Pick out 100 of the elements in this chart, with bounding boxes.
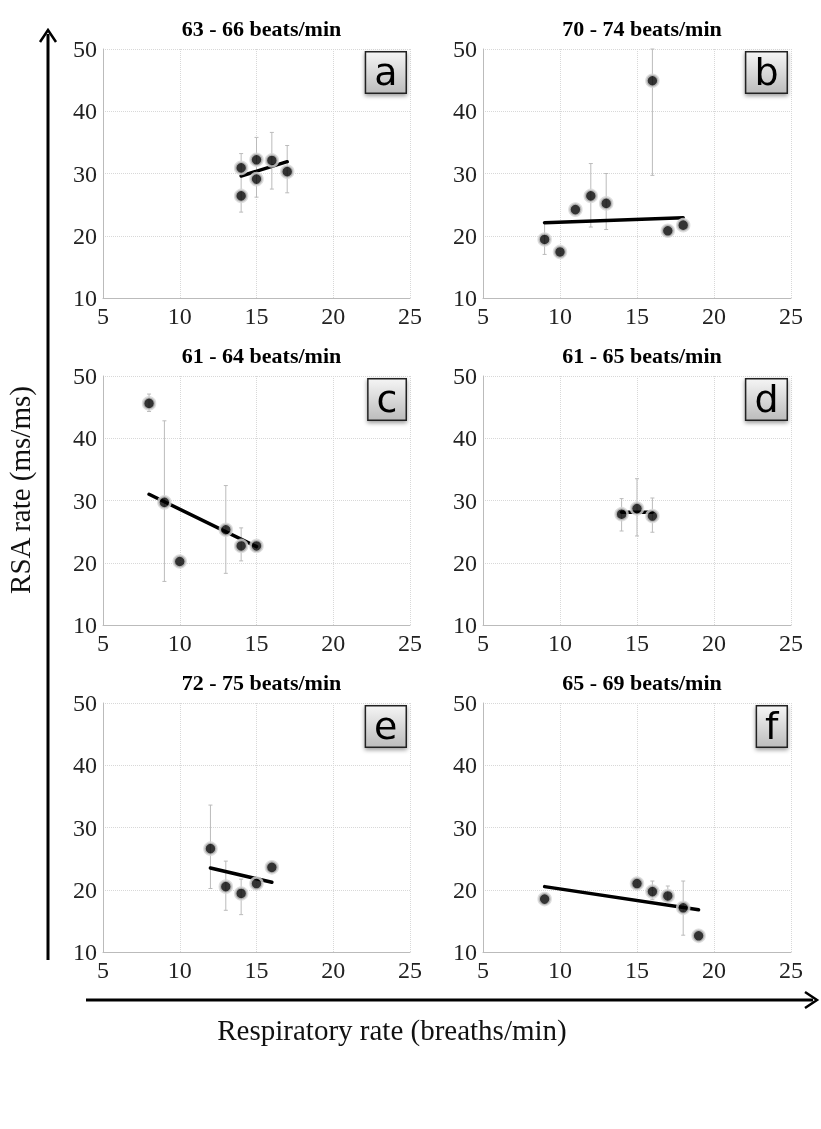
point — [141, 396, 157, 411]
x-tick-label: 10 — [548, 630, 572, 656]
x-tick-label: 15 — [625, 303, 649, 329]
point — [157, 495, 172, 510]
point — [691, 928, 706, 944]
x-tick-label: 25 — [779, 303, 803, 329]
point — [203, 841, 218, 856]
y-tick-label: 10 — [453, 285, 477, 311]
y-tick-label: 40 — [73, 425, 97, 452]
y-tick-label: 40 — [453, 752, 477, 779]
x-tick-label: 25 — [779, 630, 803, 656]
y-tick-label: 30 — [73, 160, 97, 187]
y-tick-label: 30 — [73, 814, 97, 841]
point — [598, 196, 614, 211]
x-tick-label: 20 — [702, 303, 726, 329]
y-tick-label: 50 — [453, 690, 477, 716]
x-tick-label: 10 — [167, 303, 192, 329]
chart-title: 61 - 64 beats/min — [181, 342, 342, 368]
point — [645, 884, 660, 899]
annotation: c — [376, 376, 398, 421]
point — [264, 860, 280, 875]
x-tick-label: 25 — [398, 630, 422, 656]
x-tick-label: 20 — [321, 303, 346, 329]
y-tick-label: 40 — [73, 752, 97, 779]
point — [249, 171, 264, 187]
y-tick-label: 20 — [73, 549, 97, 576]
x-tick-label: 10 — [548, 303, 572, 329]
x-tick-label: 5 — [477, 630, 489, 656]
annotation: b — [754, 49, 779, 94]
y-tick-label: 30 — [73, 487, 97, 514]
y-tick-label: 40 — [453, 98, 477, 125]
point — [614, 506, 629, 522]
x-tick-label: 25 — [779, 957, 803, 983]
x-tick-label: 10 — [167, 630, 192, 656]
x-tick-label: 15 — [244, 303, 269, 329]
x-tick-label: 25 — [398, 957, 422, 983]
annotation: f — [765, 703, 781, 748]
point — [249, 876, 264, 891]
chart-title: 63 - 66 beats/min — [181, 15, 342, 41]
y-axis-title: RSA rate (ms/ms) — [3, 386, 37, 594]
point — [583, 188, 599, 204]
x-tick-label: 5 — [97, 957, 109, 983]
y-tick-label: 10 — [453, 939, 477, 965]
y-tick-label: 10 — [73, 285, 97, 311]
point — [552, 244, 568, 260]
y-tick-label: 30 — [453, 487, 477, 514]
x-tick-label: 5 — [477, 957, 489, 983]
point — [675, 217, 691, 233]
x-tick-label: 15 — [625, 630, 649, 656]
point — [172, 554, 187, 569]
y-tick-label: 50 — [453, 36, 477, 62]
x-tick-label: 20 — [321, 630, 346, 656]
point — [629, 501, 645, 516]
y-tick-label: 20 — [453, 549, 477, 576]
x-tick-label: 20 — [321, 957, 346, 983]
y-tick-label: 10 — [73, 612, 97, 638]
y-tick-label: 20 — [453, 222, 477, 249]
point — [645, 73, 660, 88]
point — [675, 900, 691, 916]
point — [537, 891, 552, 907]
point — [537, 232, 552, 247]
point — [218, 522, 234, 537]
x-tick-label: 5 — [477, 303, 489, 329]
point — [233, 538, 249, 554]
y-tick-label: 30 — [453, 160, 477, 187]
y-tick-label: 50 — [73, 690, 97, 716]
annotation: e — [374, 703, 398, 748]
y-tick-label: 50 — [73, 36, 97, 62]
x-tick-label: 20 — [702, 957, 726, 983]
point — [660, 888, 676, 904]
x-tick-label: 20 — [702, 630, 726, 656]
point — [629, 876, 645, 891]
y-tick-label: 10 — [73, 939, 97, 965]
point — [264, 153, 280, 168]
point — [233, 188, 249, 204]
y-tick-label: 10 — [453, 612, 477, 638]
x-tick-label: 25 — [398, 303, 422, 329]
y-tick-label: 30 — [453, 814, 477, 841]
point — [568, 202, 583, 217]
chart-title: 65 - 69 beats/min — [562, 669, 722, 695]
chart-title: 70 - 74 beats/min — [562, 15, 722, 41]
x-axis-title: Respiratory rate (breaths/min) — [217, 1013, 567, 1047]
point — [645, 508, 660, 524]
y-tick-label: 20 — [73, 876, 97, 903]
y-tick-label: 20 — [453, 876, 477, 903]
x-tick-label: 10 — [548, 957, 572, 983]
point — [660, 223, 676, 239]
y-tick-label: 20 — [73, 222, 97, 249]
y-tick-label: 40 — [453, 425, 477, 452]
annotation: a — [374, 49, 398, 94]
x-tick-label: 15 — [625, 957, 649, 983]
y-tick-label: 50 — [453, 363, 477, 389]
y-tick-label: 40 — [73, 98, 97, 125]
chart-title: 61 - 65 beats/min — [562, 342, 722, 368]
x-tick-label: 10 — [167, 957, 192, 983]
point — [218, 879, 234, 894]
point — [249, 538, 264, 554]
x-tick-label: 15 — [244, 630, 269, 656]
point — [279, 164, 295, 179]
annotation: d — [754, 376, 779, 421]
